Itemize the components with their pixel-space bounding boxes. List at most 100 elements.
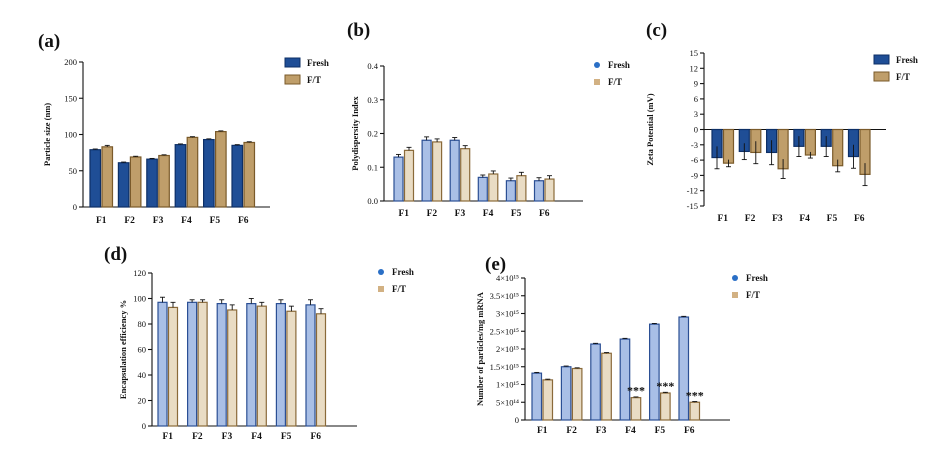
panel-a: (a) 0 50 100 150 200 Particle size (nm) F1 F2 F3… — [38, 31, 329, 226]
significance-marker: *** — [627, 384, 645, 398]
y-tick-label: 200 — [64, 57, 77, 67]
panel-e-letter: (e) — [485, 254, 506, 275]
x-tick-label: F6 — [539, 209, 550, 219]
x-tick-label: F4 — [181, 216, 192, 226]
legend-label-fresh: Fresh — [307, 58, 329, 68]
panel-c-letter: (c) — [646, 20, 667, 41]
x-tick-label: F1 — [537, 426, 548, 436]
bar-ft-f3 — [227, 309, 238, 427]
x-tick-label: F5 — [511, 209, 522, 219]
bar-ft-f5 — [215, 131, 227, 208]
x-tick-label: F2 — [566, 426, 577, 436]
bar-fresh-f5 — [203, 138, 215, 208]
y-tick-label: -3 — [691, 140, 698, 150]
bar-fresh-f4 — [619, 338, 631, 421]
x-tick-label: F6 — [684, 426, 695, 436]
y-axis-title: Number of particles/mg mRNA — [475, 291, 485, 406]
bar-ft-f4 — [804, 128, 817, 156]
legend-swatch-ft — [873, 71, 890, 82]
legend-swatch-ft — [732, 292, 738, 298]
y-tick-label: 1.5×10¹⁵ — [490, 362, 519, 372]
bar-fresh-f2 — [421, 139, 432, 202]
x-tick-label: F6 — [854, 214, 865, 224]
x-tick-label: F4 — [799, 214, 810, 224]
panel-a-letter: (a) — [38, 31, 60, 52]
y-tick-label: 2.5×10¹⁵ — [490, 326, 519, 336]
x-tick-label: F2 — [124, 216, 135, 226]
y-tick-label: 120 — [133, 268, 146, 278]
y-tick-label: 100 — [64, 130, 77, 140]
legend-swatch-fresh — [378, 269, 384, 275]
y-tick-label: 0 — [515, 415, 519, 425]
y-tick-label: 15 — [690, 48, 699, 58]
y-tick-label: 0 — [142, 421, 146, 431]
y-tick-label: -12 — [687, 186, 698, 196]
y-tick-label: 60 — [138, 345, 147, 355]
bar-fresh-f1 — [531, 372, 543, 421]
y-tick-label: 0.2 — [367, 129, 378, 139]
y-tick-label: -9 — [691, 170, 698, 180]
bar-ft-f4 — [186, 136, 199, 208]
y-tick-label: 3 — [694, 109, 698, 119]
x-tick-label: F1 — [162, 432, 173, 442]
x-tick-label: F2 — [427, 209, 438, 219]
x-tick-label: F4 — [625, 426, 636, 436]
bar-ft-f6 — [544, 178, 555, 202]
legend-swatch-fresh — [284, 57, 301, 68]
bar-ft-f4 — [630, 397, 642, 421]
bar-ft-f3 — [158, 154, 170, 208]
y-tick-label: 0.3 — [367, 95, 378, 105]
x-tick-label: F1 — [717, 214, 728, 224]
bar-ft-f6 — [243, 141, 256, 208]
x-tick-label: F3 — [455, 209, 466, 219]
bar-fresh-f5 — [505, 180, 516, 202]
legend-label-fresh: Fresh — [896, 55, 918, 65]
legend-label-fresh: Fresh — [608, 60, 630, 70]
panel-e: (e) 0 5×10¹⁴ 1×10¹⁵ 1.5×10¹⁵ 2×10¹⁵ 2.5×10¹⁵ 3… — [475, 254, 768, 436]
bar-ft-f2 — [432, 141, 443, 202]
bar-fresh-f3 — [449, 139, 460, 202]
bar-ft-f3 — [460, 148, 471, 202]
bar-ft-f5 — [516, 175, 527, 202]
x-tick-label: F1 — [398, 209, 409, 219]
y-axis-title: Particle size (nm) — [42, 103, 52, 166]
y-tick-label: 0 — [73, 202, 77, 212]
x-tick-label: F3 — [596, 426, 607, 436]
bar-ft-f5 — [286, 310, 297, 427]
panel-c: (c) -15 -12 -9 -6 -3 0 3 6 9 12 15 Zeta Potential (… — [645, 20, 918, 224]
y-tick-label: 0.4 — [367, 61, 378, 71]
bar-fresh-f6 — [678, 316, 690, 421]
legend-label-ft: F/T — [746, 290, 760, 300]
legend-label-fresh: Fresh — [746, 273, 768, 283]
y-tick-label: 20 — [138, 396, 147, 406]
panel-d: (d) 0 20 40 60 80 100 120 Encapsulation efficie… — [104, 244, 414, 442]
y-tick-label: 0.1 — [367, 162, 378, 172]
x-tick-label: F5 — [655, 426, 666, 436]
bar-fresh-f2 — [187, 301, 198, 427]
bar-ft-f2 — [571, 367, 583, 421]
panel-d-letter: (d) — [104, 244, 127, 265]
x-tick-label: F5 — [281, 432, 292, 442]
bar-fresh-f2 — [560, 366, 572, 421]
bar-fresh-f5 — [275, 303, 286, 427]
y-axis-title: Encapsulation efficiency % — [118, 300, 128, 399]
y-axis-title: Polydispersity Index — [350, 96, 360, 171]
legend-label-ft: F/T — [896, 72, 910, 82]
x-tick-label: F3 — [153, 216, 164, 226]
bar-fresh-f6 — [533, 180, 545, 202]
bar-ft-f4 — [488, 173, 499, 202]
bar-ft-f1 — [722, 128, 735, 164]
x-tick-label: F3 — [772, 214, 783, 224]
y-tick-label: 80 — [138, 319, 147, 329]
y-tick-label: 3×10¹⁵ — [496, 309, 519, 319]
bar-fresh-f3 — [590, 343, 601, 421]
bar-ft-f6 — [689, 401, 701, 421]
bar-fresh-f6 — [305, 304, 316, 427]
y-tick-label: 2×10¹⁵ — [496, 344, 519, 354]
panel-b: (b) 0.0 0.1 0.2 0.3 0.4 Polydispersity Index F… — [347, 20, 630, 219]
legend-swatch-fresh — [594, 62, 600, 68]
legend-swatch-fresh — [732, 275, 738, 281]
bar-fresh-f1 — [89, 149, 102, 208]
bar-fresh-f1 — [157, 301, 168, 427]
